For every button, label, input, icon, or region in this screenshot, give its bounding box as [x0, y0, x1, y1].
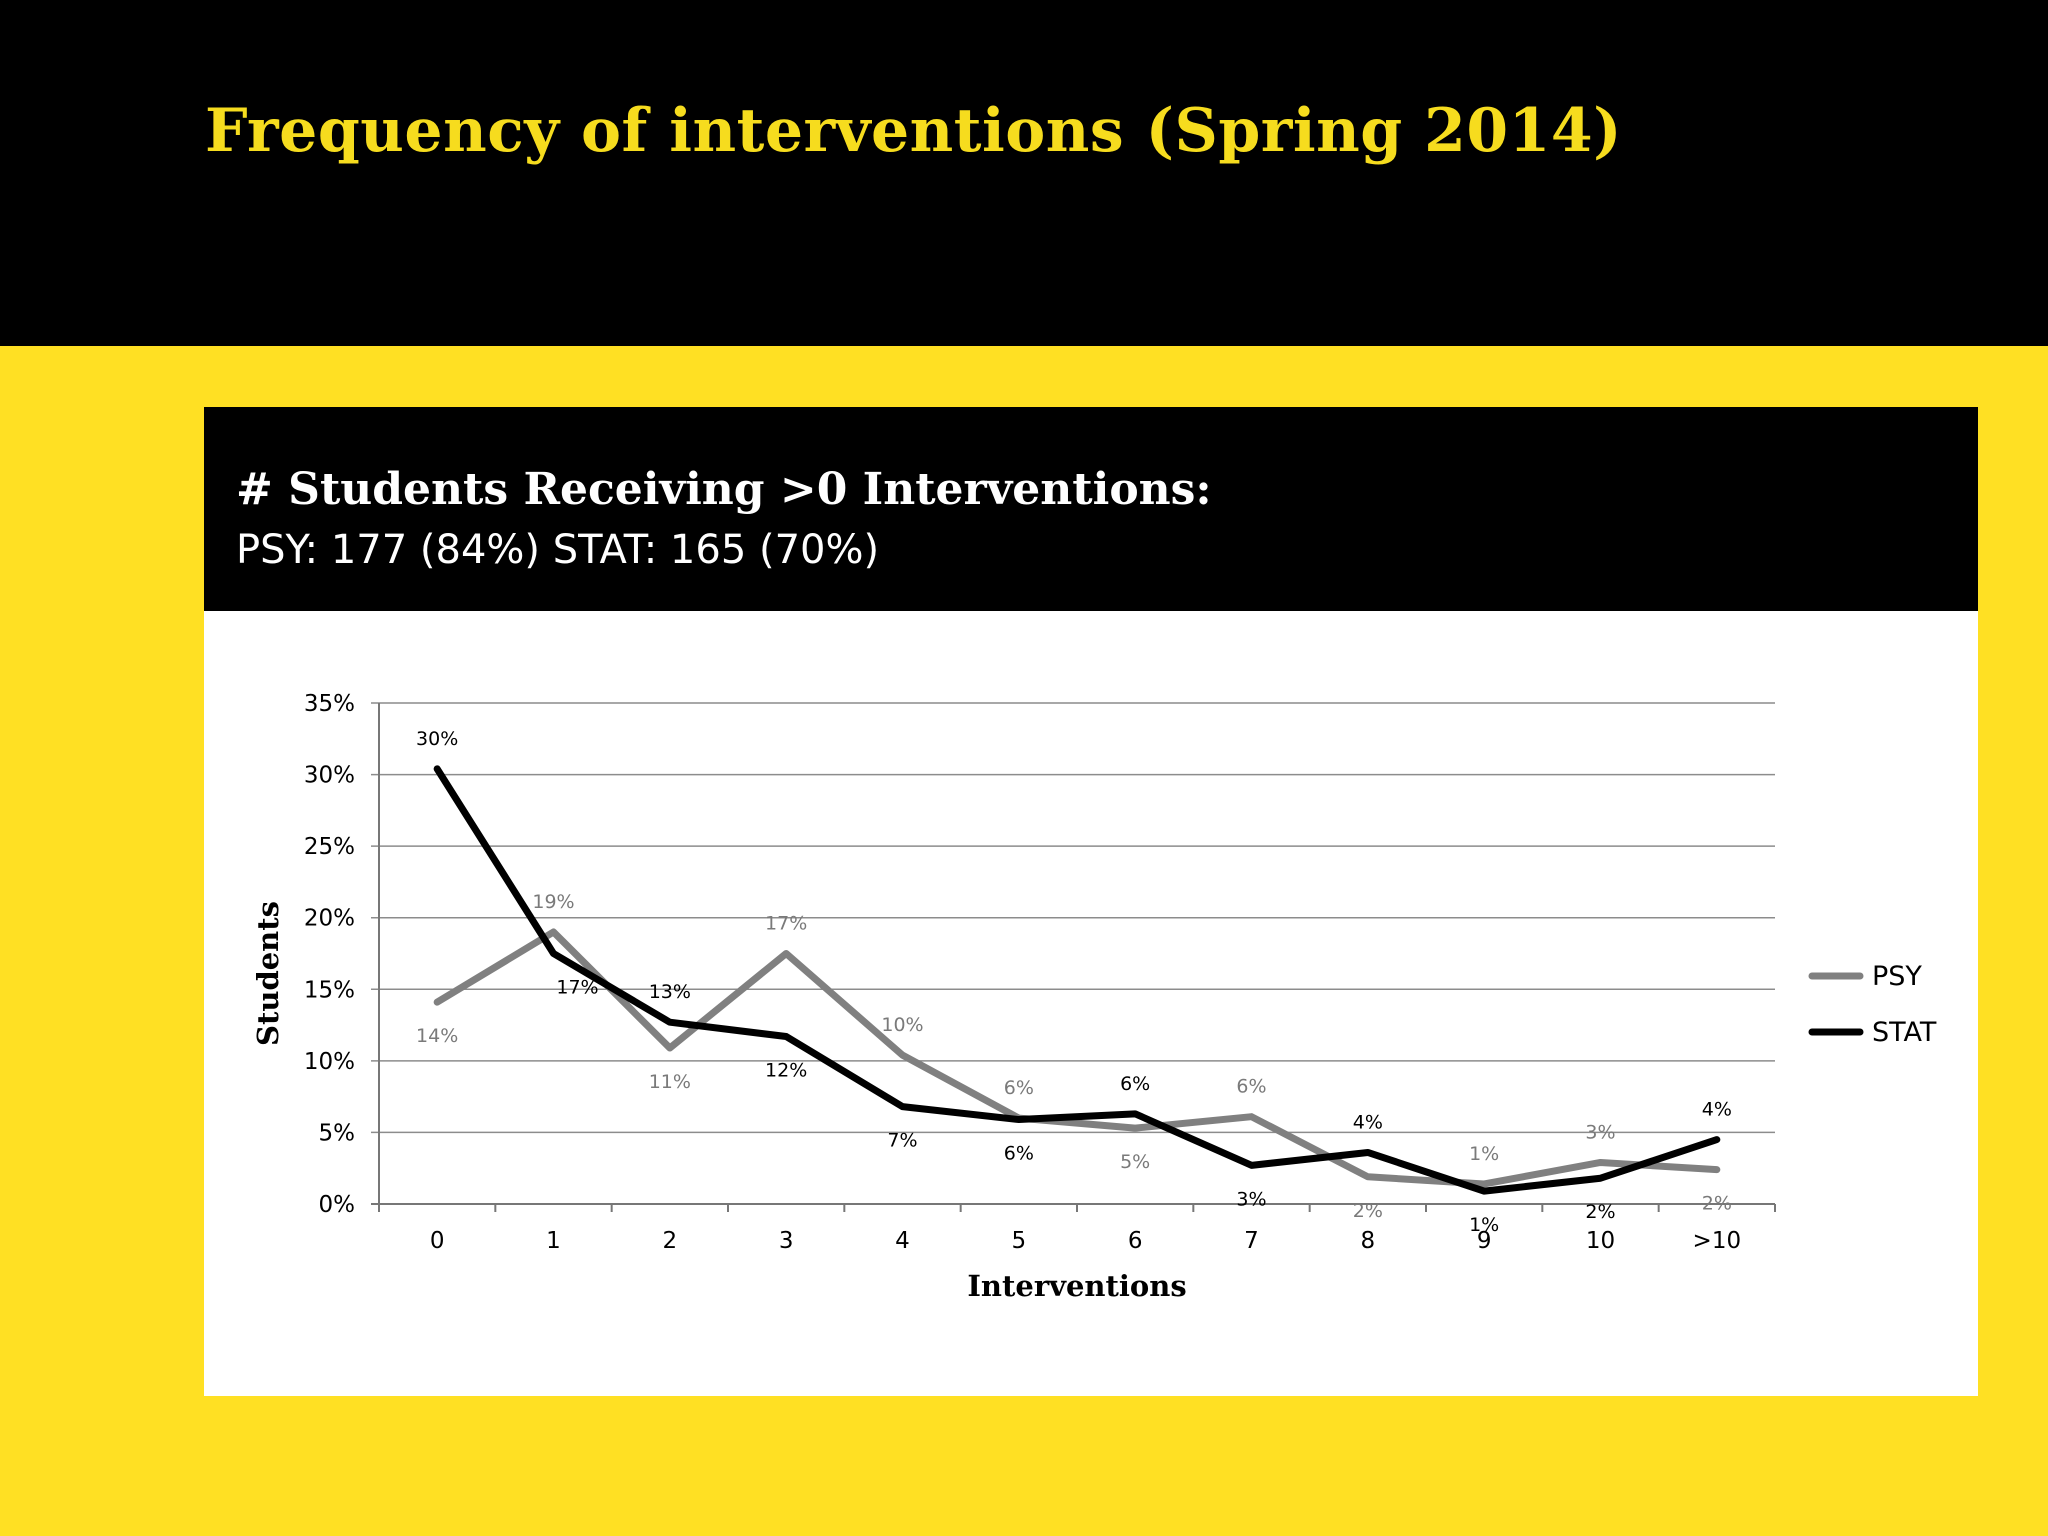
x-tick-label: 5: [1012, 1228, 1027, 1254]
x-tick-label: 9: [1477, 1228, 1492, 1254]
data-label-stat: 2%: [1585, 1201, 1615, 1223]
panel-header: # Students Receiving >0 Interventions: P…: [204, 407, 1978, 611]
y-tick-label: 20%: [304, 906, 355, 932]
data-label-psy: 3%: [1585, 1121, 1615, 1143]
y-tick-label: 25%: [304, 834, 355, 860]
data-label-stat: 1%: [1469, 1214, 1499, 1236]
y-tick-label: 30%: [304, 763, 355, 789]
x-tick-label: 8: [1361, 1228, 1376, 1254]
y-tick-label: 35%: [304, 691, 355, 717]
data-label-stat: 12%: [765, 1060, 807, 1082]
y-tick-label: 0%: [319, 1192, 356, 1218]
data-label-stat: 3%: [1236, 1188, 1266, 1210]
y-tick-label: 15%: [304, 977, 355, 1003]
data-label-psy: 17%: [765, 913, 807, 935]
x-tick-label: 1: [546, 1228, 561, 1254]
x-tick-label: >10: [1693, 1228, 1742, 1254]
slide-title: Frequency of interventions (Spring 2014): [205, 96, 1623, 166]
chart-panel: 0% 5% 10% 15% 20% 25% 30% 35% 0 1 2 3 4 5 6 7 8 9 10 >10 14…: [204, 611, 1978, 1396]
x-tick-label: 3: [779, 1228, 794, 1254]
title-band: Frequency of interventions (Spring 2014): [0, 0, 2048, 346]
y-tick-label: 10%: [304, 1049, 355, 1075]
series-line-stat: [433, 765, 1721, 1195]
y-tick-label: 5%: [319, 1120, 356, 1146]
data-labels: 14% 19% 11% 17% 10% 6% 5% 6% 2% 1% 3% 2% 30% 17% 13% 12…: [416, 728, 1732, 1236]
legend: PSY STAT: [1808, 961, 1937, 1048]
x-tick-label: 7: [1244, 1228, 1259, 1254]
data-label-stat: 6%: [1004, 1143, 1034, 1165]
x-tick-label: 10: [1586, 1228, 1615, 1254]
legend-label-psy: PSY: [1872, 961, 1922, 992]
legend-label-stat: STAT: [1872, 1017, 1937, 1048]
data-label-stat: 30%: [416, 728, 458, 750]
x-tick-label: 6: [1128, 1228, 1143, 1254]
data-label-stat: 6%: [1120, 1073, 1150, 1095]
data-label-psy: 2%: [1353, 1200, 1383, 1222]
series-line-psy: [433, 928, 1721, 1188]
y-axis-title: Students: [251, 901, 285, 1046]
data-label-stat: 4%: [1353, 1111, 1383, 1133]
data-label-psy: 2%: [1702, 1193, 1732, 1215]
data-label-psy: 11%: [649, 1071, 691, 1093]
grid-lines: [371, 702, 1775, 1205]
series-layer: [433, 765, 1721, 1195]
data-label-stat: 13%: [649, 981, 691, 1003]
x-tick-label: 4: [895, 1228, 910, 1254]
line-chart: 0% 5% 10% 15% 20% 25% 30% 35% 0 1 2 3 4 5 6 7 8 9 10 >10 14…: [251, 691, 1937, 1303]
x-tick-label: 2: [663, 1228, 678, 1254]
panel-heading: # Students Receiving >0 Interventions:: [236, 464, 1212, 515]
x-axis-title: Interventions: [967, 1269, 1186, 1303]
data-label-psy: 14%: [416, 1025, 458, 1047]
data-label-psy: 6%: [1236, 1076, 1266, 1098]
axes: 0% 5% 10% 15% 20% 25% 30% 35% 0 1 2 3 4 5 6 7 8 9 10 >10: [304, 691, 1776, 1254]
data-label-stat: 4%: [1702, 1099, 1732, 1121]
data-label-psy: 1%: [1469, 1143, 1499, 1165]
data-label-stat: 17%: [556, 977, 598, 999]
data-label-psy: 19%: [532, 891, 574, 913]
x-tick-label: 0: [430, 1228, 445, 1254]
data-label-psy: 5%: [1120, 1151, 1150, 1173]
data-label-psy: 10%: [881, 1014, 923, 1036]
data-label-psy: 6%: [1004, 1077, 1034, 1099]
panel-subheading: PSY: 177 (84%) STAT: 165 (70%): [236, 527, 880, 573]
data-label-stat: 7%: [887, 1130, 917, 1152]
